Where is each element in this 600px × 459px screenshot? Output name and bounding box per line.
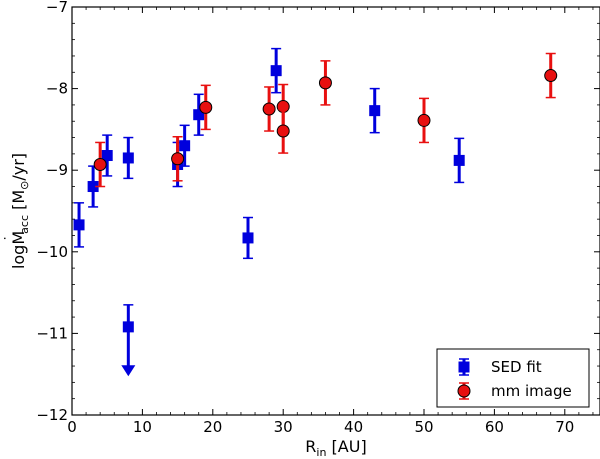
sed-point-marker — [369, 105, 381, 117]
sed-point-marker — [270, 65, 282, 77]
sed-point-marker — [122, 152, 134, 164]
sed-point-marker — [179, 140, 191, 152]
legend: SED fit mm image — [436, 348, 590, 408]
sed-point-marker — [193, 109, 205, 121]
x-tick-label: 20 — [203, 418, 222, 436]
sed-point-marker — [101, 150, 113, 162]
sed-point-marker — [73, 219, 85, 231]
x-tick-label: 0 — [67, 418, 77, 436]
plot-frame — [71, 6, 600, 416]
mm-point-marker — [276, 124, 290, 138]
y-tick-label: −7 — [46, 0, 68, 16]
legend-sed-label: SED fit — [491, 358, 542, 376]
mm-point-marker — [318, 76, 332, 90]
sed-point-marker — [87, 181, 99, 193]
legend-entry-mm-image: mm image — [457, 382, 572, 400]
sed-point-marker — [453, 154, 465, 166]
mm-point-marker — [93, 157, 107, 171]
mm-point-marker — [199, 100, 213, 114]
series-mm-image — [93, 52, 558, 188]
x-tick-label: 70 — [555, 418, 574, 436]
y-tick-label: −10 — [36, 243, 68, 261]
y-tick-label: −9 — [46, 161, 68, 179]
y-tick-label: −11 — [36, 324, 68, 342]
sed-upper-limit-arrow — [121, 365, 136, 377]
mm-point-marker — [544, 69, 558, 83]
sed-point-marker — [242, 232, 254, 244]
x-tick-label: 60 — [485, 418, 504, 436]
data-series — [73, 47, 558, 377]
y-axis-label: logM˙acc [M⊙/yr] — [3, 153, 31, 269]
legend-mm-marker — [457, 384, 471, 398]
x-tick-label: 50 — [414, 418, 433, 436]
x-tick-label: 40 — [344, 418, 363, 436]
y-tick-label: −8 — [46, 80, 68, 98]
x-tick-label: 10 — [133, 418, 152, 436]
mm-point-marker — [417, 113, 431, 127]
sed-upper-limit-marker — [122, 321, 134, 333]
y-tick-label: −12 — [36, 406, 68, 424]
legend-mm-label: mm image — [491, 382, 572, 400]
legend-entry-sed-fit: SED fit — [458, 358, 542, 376]
tick-labels: 0 10 20 30 40 50 60 70 −12 −11 −10 −9 −8 −7 — [36, 0, 574, 436]
mm-point-marker — [171, 152, 185, 166]
svg-text:logM˙acc [M⊙/yr]: logM˙acc [M⊙/yr] — [3, 153, 31, 269]
x-tick-label: 30 — [274, 418, 293, 436]
x-axis-label: Rin [AU] — [305, 437, 366, 459]
mm-point-marker — [262, 102, 276, 116]
legend-sed-marker — [458, 361, 470, 373]
